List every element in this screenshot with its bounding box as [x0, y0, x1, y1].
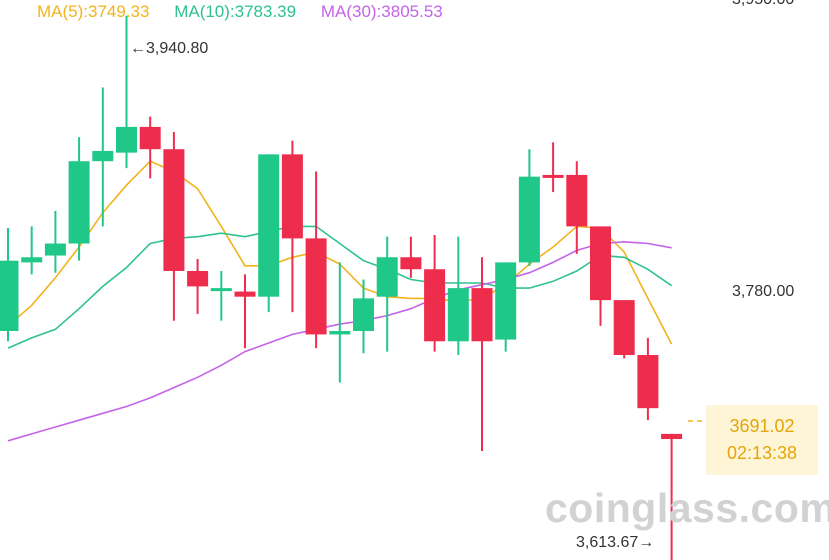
candle [542, 142, 564, 193]
candle-body [329, 330, 351, 335]
candle-body [139, 126, 161, 150]
candle [518, 149, 540, 266]
candle-body [163, 149, 185, 271]
candle-body [305, 238, 327, 335]
candle [566, 161, 588, 254]
candle [68, 137, 90, 261]
candle [44, 210, 66, 273]
ma10-line [7, 225, 673, 349]
y-axis-label-mid: 3,780.00 [732, 283, 795, 300]
candle-body [447, 288, 469, 342]
candle [424, 234, 446, 352]
candle-body [590, 226, 611, 301]
candle-body [661, 433, 683, 440]
candle [258, 154, 280, 313]
watermark: coinglass.com [545, 485, 829, 531]
candles [0, 15, 683, 560]
candle-body [92, 150, 114, 162]
candle-body [353, 298, 374, 331]
candle-body [187, 270, 209, 287]
y-axis-label-top: 3,950.00 [732, 0, 794, 9]
candle-body [281, 154, 303, 239]
high-annotation: ←3,940.80 [130, 40, 209, 57]
candle [163, 132, 185, 321]
candle [353, 279, 374, 354]
candle [92, 87, 114, 227]
candle [281, 140, 303, 313]
candle [210, 270, 232, 321]
candle [447, 236, 469, 356]
current-price: 3691.02 [729, 416, 795, 436]
candle-body [566, 174, 588, 227]
candle [21, 226, 43, 275]
candle-body [495, 262, 517, 340]
ma30-legend: MA(30):3805.53 [320, 2, 443, 21]
candle-body [471, 288, 493, 342]
candle-body [116, 126, 137, 153]
candle [116, 15, 137, 169]
candle [637, 337, 659, 421]
ma10-legend: MA(10):3783.39 [174, 2, 297, 21]
candle [590, 226, 611, 326]
low-annotation: 3,613.67→ [576, 534, 655, 551]
candle-body [68, 161, 90, 244]
candle [0, 228, 19, 342]
candle [495, 262, 517, 352]
candle-body [376, 257, 398, 297]
candle [139, 116, 161, 179]
candle-body [424, 269, 446, 342]
candle [187, 258, 209, 314]
candle-body [21, 257, 43, 263]
candle-countdown: 02:13:38 [726, 443, 798, 463]
candle-body [518, 176, 540, 263]
candle-body [44, 243, 66, 256]
candle [400, 236, 422, 278]
candle-body [210, 288, 232, 292]
candle [661, 433, 683, 560]
candle [305, 171, 327, 349]
candle-body [637, 355, 659, 409]
candle [234, 274, 256, 349]
candle-body [542, 174, 564, 178]
ma5-legend: MA(5):3749.33 [37, 2, 150, 21]
candle-body [234, 291, 256, 297]
candle [471, 257, 493, 452]
candle-body [613, 300, 635, 356]
candle [329, 262, 351, 383]
candle-body [0, 260, 19, 331]
candle [613, 300, 635, 359]
candle [376, 236, 398, 352]
ma-legend: MA(5):3749.33 MA(10):3783.39 MA(30):3805… [37, 2, 463, 22]
candle-body [400, 257, 422, 270]
candle-body [258, 154, 280, 297]
current-price-tag: 3691.02 02:13:38 [706, 405, 818, 475]
